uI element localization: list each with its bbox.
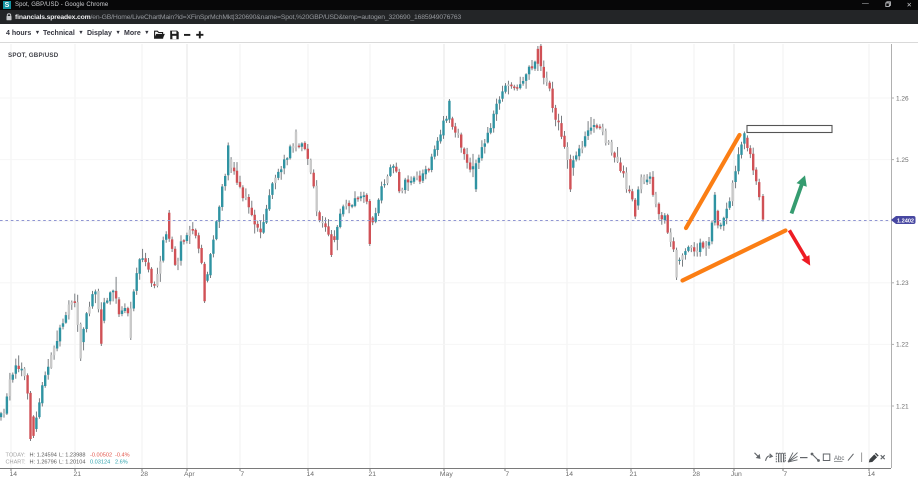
svg-text:0.03124: 0.03124: [90, 460, 110, 466]
svg-text:1.2402: 1.2402: [897, 218, 914, 224]
svg-text:2.6%: 2.6%: [115, 460, 128, 466]
svg-text:-0.4%: -0.4%: [115, 453, 130, 459]
svg-text:7: 7: [783, 471, 787, 478]
svg-text:1.22: 1.22: [896, 342, 909, 349]
svg-text:H: 1.26796: H: 1.26796: [30, 460, 57, 466]
svg-text:Apr: Apr: [184, 471, 195, 478]
svg-text:28: 28: [141, 471, 149, 478]
svg-text:L: 1.23988: L: 1.23988: [59, 453, 85, 459]
svg-text:14: 14: [307, 471, 315, 478]
svg-text:H: 1.24594: H: 1.24594: [30, 453, 57, 459]
svg-text:7: 7: [240, 471, 244, 478]
svg-text:14: 14: [868, 471, 876, 478]
svg-text:1.23: 1.23: [896, 280, 909, 287]
svg-text:21: 21: [74, 471, 82, 478]
svg-text:CHART:: CHART:: [6, 460, 27, 466]
svg-text:TODAY:: TODAY:: [6, 453, 26, 459]
svg-text:Abc: Abc: [834, 456, 844, 462]
svg-text:21: 21: [630, 471, 638, 478]
svg-text:1.25: 1.25: [896, 157, 909, 164]
svg-text:May: May: [440, 471, 453, 478]
svg-text:7: 7: [505, 471, 509, 478]
svg-text:Jun: Jun: [731, 471, 742, 478]
svg-text:21: 21: [369, 471, 377, 478]
svg-text:14: 14: [10, 471, 18, 478]
svg-text:-0.00502: -0.00502: [90, 453, 112, 459]
svg-text:28: 28: [693, 471, 701, 478]
svg-text:14: 14: [566, 471, 574, 478]
svg-text:SPOT, GBP/USD: SPOT, GBP/USD: [8, 52, 59, 59]
svg-text:1.21: 1.21: [896, 403, 909, 410]
svg-text:L: 1.20104: L: 1.20104: [59, 460, 85, 466]
svg-text:1.26: 1.26: [896, 95, 909, 102]
